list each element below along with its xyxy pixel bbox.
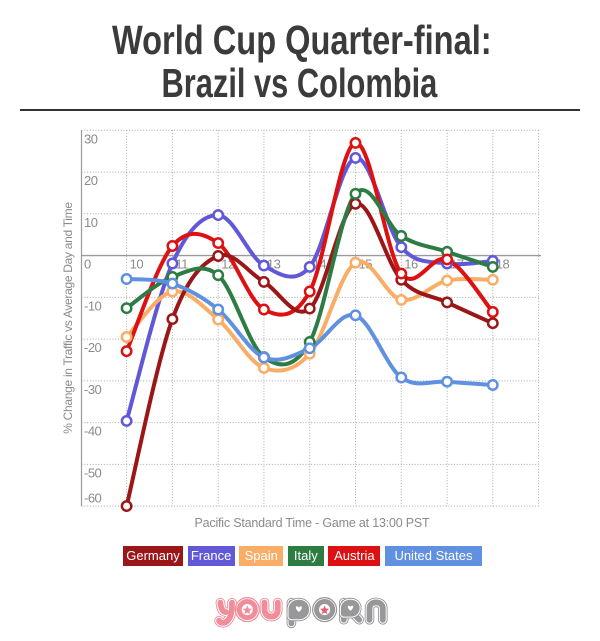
- svg-text:-20: -20: [84, 340, 102, 355]
- svg-text:-10: -10: [84, 298, 102, 313]
- svg-text:-60: -60: [84, 491, 102, 506]
- svg-text:18: 18: [496, 257, 510, 272]
- svg-text:-50: -50: [84, 465, 102, 480]
- svg-text:% Change in Traffic vs Average: % Change in Traffic vs Average Day and T…: [61, 202, 75, 434]
- svg-text:-30: -30: [84, 382, 102, 397]
- svg-text:10: 10: [130, 257, 144, 272]
- svg-text:-40: -40: [84, 424, 102, 439]
- svg-text:10: 10: [84, 215, 98, 230]
- svg-text:20: 20: [84, 173, 98, 188]
- svg-text:11: 11: [175, 257, 188, 272]
- svg-text:30: 30: [84, 131, 98, 146]
- svg-text:0: 0: [84, 257, 91, 272]
- svg-text:Pacific Standard Time - Game a: Pacific Standard Time - Game at 13:00 PS…: [195, 516, 431, 530]
